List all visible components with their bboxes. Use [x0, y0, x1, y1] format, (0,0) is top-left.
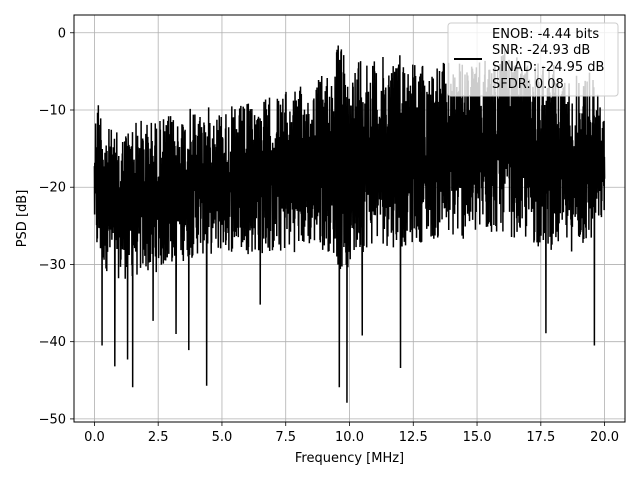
y-tick-label: 0 — [58, 26, 66, 41]
x-tick-label: 15.0 — [463, 430, 492, 445]
x-tick-label: 12.5 — [399, 430, 428, 445]
x-tick-label: 10.0 — [335, 430, 364, 445]
x-tick-label: 0.0 — [84, 430, 105, 445]
x-axis-label: Frequency [MHz] — [295, 451, 404, 466]
x-axis-ticks: 0.0 2.5 5.0 7.5 10.0 12.5 15.0 17.5 20.0 — [84, 422, 619, 445]
legend-entry-enob: ENOB: -4.44 bits — [492, 27, 599, 42]
series-layer — [93, 45, 606, 403]
x-tick-label: 7.5 — [275, 430, 296, 445]
legend: ENOB: -4.44 bits SNR: -24.93 dB SINAD: -… — [447, 22, 619, 97]
psd-series-line — [93, 45, 606, 403]
legend-entry-sinad: SINAD: -24.95 dB — [492, 60, 604, 75]
legend-box — [447, 22, 619, 97]
y-tick-label: −10 — [39, 103, 66, 118]
x-tick-label: 20.0 — [590, 430, 619, 445]
y-axis-label: PSD [dB] — [15, 190, 30, 248]
x-tick-label: 5.0 — [212, 430, 233, 445]
y-tick-label: −50 — [39, 412, 66, 427]
legend-entry-sfdr: SFDR: 0.08 — [492, 77, 564, 92]
y-tick-label: −40 — [39, 335, 66, 350]
y-tick-label: −30 — [39, 258, 66, 273]
y-axis-ticks: 0 −10 −20 −30 −40 −50 — [39, 26, 74, 427]
legend-entry-snr: SNR: -24.93 dB — [492, 43, 590, 58]
x-tick-label: 17.5 — [526, 430, 555, 445]
x-tick-label: 2.5 — [148, 430, 169, 445]
y-tick-label: −20 — [39, 181, 66, 196]
